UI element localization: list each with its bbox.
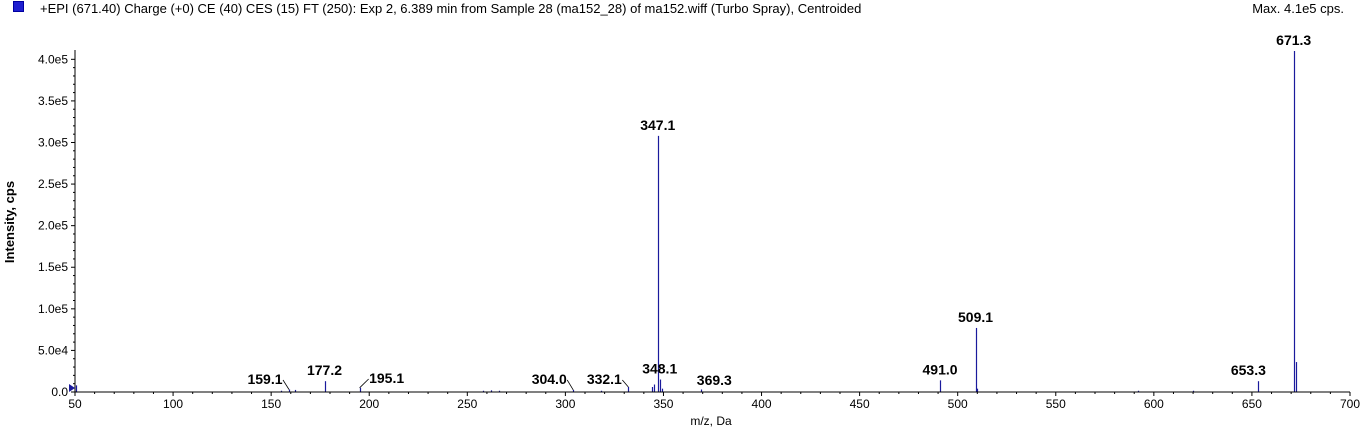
x-tick-label: 500: [948, 397, 968, 411]
x-tick-label: 600: [1144, 397, 1164, 411]
x-tick-label: 200: [359, 397, 379, 411]
y-tick-labels: 0.0 5.0e4 1.0e5 1.5e5 2.0e5 2.5e5 3.0e5 3.5e5 4.…: [38, 52, 68, 399]
y-tick-label: 3.5e5: [38, 94, 68, 108]
x-tick-label: 700: [1340, 397, 1360, 411]
x-tick-label: 300: [555, 397, 575, 411]
max-intensity-label: Max. 4.1e5 cps.: [1252, 1, 1344, 16]
y-tick-label: 0.0: [51, 385, 68, 399]
peak-annotation: 332.1: [587, 371, 622, 387]
x-tick-label: 650: [1242, 397, 1262, 411]
annotation-leader: [282, 379, 290, 390]
x-tick-label: 450: [850, 397, 870, 411]
peak-annotation: 369.3: [697, 372, 732, 388]
y-axis-title: Intensity, cps: [2, 181, 17, 263]
peak-annotation: 491.0: [923, 361, 958, 377]
y-tick-label: 5.0e4: [38, 343, 68, 357]
y-tick-label: 1.5e5: [38, 260, 68, 274]
peak-annotation: 653.3: [1231, 362, 1266, 378]
x-tick-label: 50: [68, 397, 82, 411]
legend-swatch: [13, 1, 24, 12]
peak-annotation: 509.1: [958, 309, 993, 325]
x-tick-labels: 50 100 150 200 250 300 350 400 450 500 550 600 650 70…: [68, 397, 1360, 411]
y-tick-label: 2.5e5: [38, 177, 68, 191]
x-tick-label: 350: [653, 397, 673, 411]
peak-annotation: 159.1: [247, 371, 282, 387]
x-tick-label: 250: [457, 397, 477, 411]
x-axis-title: m/z, Da: [690, 414, 732, 428]
chart-title: +EPI (671.40) Charge (+0) CE (40) CES (1…: [40, 1, 862, 16]
y-tick-label: 4.0e5: [38, 52, 68, 66]
axes: [69, 50, 1350, 393]
chart-header: +EPI (671.40) Charge (+0) CE (40) CES (1…: [0, 0, 1360, 20]
annotation-leader: [359, 378, 369, 389]
peak-bars: [75, 51, 1298, 392]
origin-marker: [69, 384, 75, 392]
peak-annotations: 159.1 177.2 195.1 304.0 332.1 347.1 348.1 369.3…: [247, 32, 1311, 391]
peak-annotation: 347.1: [640, 117, 675, 133]
peak-annotation: 304.0: [532, 371, 567, 387]
tick-marks: [71, 58, 1351, 396]
x-tick-label: 550: [1046, 397, 1066, 411]
peak-annotation: 195.1: [369, 370, 404, 386]
y-tick-label: 3.0e5: [38, 135, 68, 149]
peak-annotation: 671.3: [1276, 32, 1311, 48]
annotation-leader: [566, 379, 574, 391]
annotation-leader: [622, 379, 629, 388]
y-tick-label: 1.0e5: [38, 302, 68, 316]
x-tick-label: 400: [752, 397, 772, 411]
y-tick-label: 2.0e5: [38, 219, 68, 233]
x-tick-label: 150: [261, 397, 281, 411]
peak-annotation: 348.1: [642, 361, 677, 377]
x-tick-label: 100: [163, 397, 183, 411]
peak-annotation: 177.2: [307, 362, 342, 378]
